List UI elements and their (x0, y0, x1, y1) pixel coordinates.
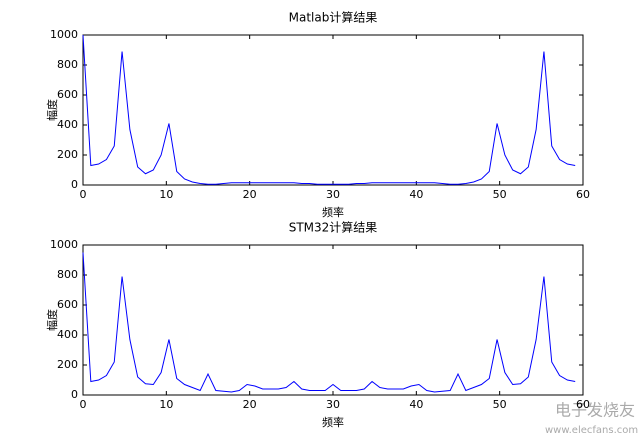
data-line (82, 252, 576, 393)
watermark-text: 电子发烧友 (555, 401, 635, 420)
chart-title: STM32计算结果 (289, 220, 378, 235)
x-axis-label: 频率 (322, 205, 344, 219)
x-tick-label: 20 (243, 188, 257, 201)
y-tick-label: 600 (57, 298, 78, 311)
x-tick-label: 30 (326, 398, 340, 411)
x-tick-label: 0 (80, 188, 87, 201)
y-tick-label: 1000 (50, 28, 78, 41)
x-tick-label: 40 (409, 398, 423, 411)
x-tick-label: 20 (243, 398, 257, 411)
y-tick-label: 0 (71, 388, 78, 401)
y-axis-label: 幅度 (45, 309, 59, 331)
y-tick-label: 400 (57, 328, 78, 341)
x-tick-label: 60 (576, 398, 590, 411)
x-tick-label: 50 (493, 398, 507, 411)
x-tick-label: 10 (159, 398, 173, 411)
y-tick-label: 200 (57, 148, 78, 161)
x-tick-label: 50 (493, 188, 507, 201)
x-tick-label: 60 (576, 188, 590, 201)
x-tick-label: 10 (159, 188, 173, 201)
y-tick-label: 800 (57, 268, 78, 281)
axes-box (82, 244, 584, 396)
y-axis-label: 幅度 (45, 99, 59, 121)
x-axis-label: 频率 (322, 415, 344, 429)
x-tick-label: 30 (326, 188, 340, 201)
x-tick-label: 0 (80, 398, 87, 411)
data-line (82, 34, 576, 185)
y-tick-label: 400 (57, 118, 78, 131)
chart-title: Matlab计算结果 (289, 10, 378, 25)
x-tick-label: 40 (409, 188, 423, 201)
y-tick-label: 0 (71, 178, 78, 191)
axes-box (82, 34, 584, 186)
y-tick-label: 800 (57, 58, 78, 71)
y-tick-label: 1000 (50, 238, 78, 251)
y-tick-label: 600 (57, 88, 78, 101)
watermark-url: www.elecfans.com (545, 425, 638, 436)
y-tick-label: 200 (57, 358, 78, 371)
